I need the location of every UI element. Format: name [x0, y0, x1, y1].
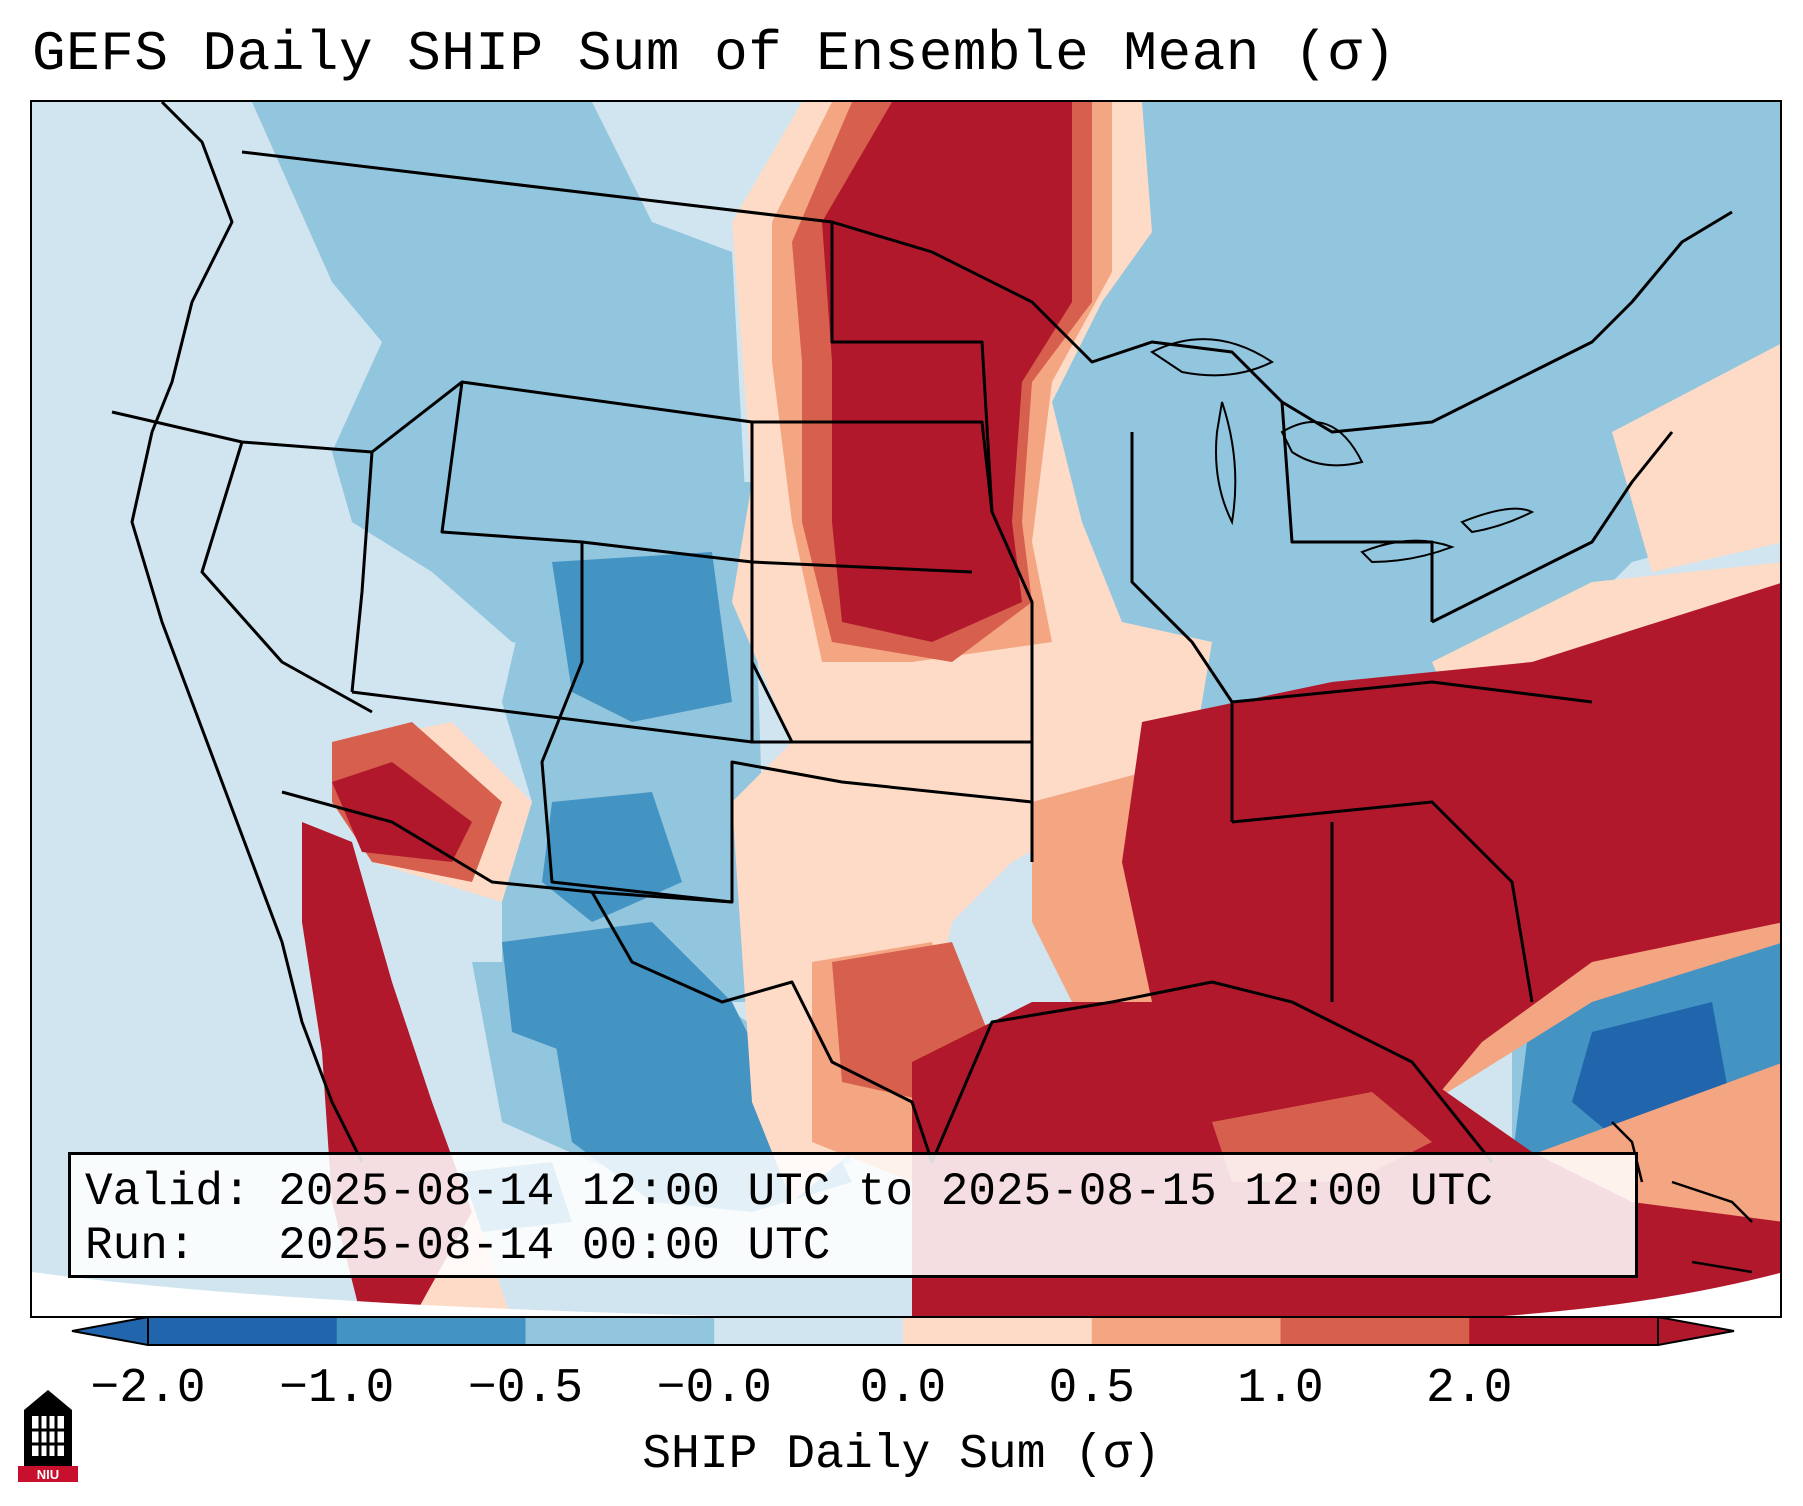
- projection-edge-right: [1503, 1273, 1780, 1316]
- colorbar-tick-label: 1.0: [1237, 1362, 1324, 1416]
- map-title: GEFS Daily SHIP Sum of Ensemble Mean (σ): [32, 22, 1397, 86]
- colorbar-tick-label: −2.0: [90, 1362, 206, 1416]
- kansas-oklahoma: [750, 562, 1034, 862]
- colorbar-segment: [1469, 1317, 1659, 1345]
- dakota-line: [750, 422, 794, 743]
- colorbar-segment: [714, 1317, 904, 1345]
- validity-box: Valid: 2025-08-14 12:00 UTC to 2025-08-1…: [68, 1152, 1638, 1278]
- colorbar-tick-label: 2.0: [1426, 1362, 1513, 1416]
- colorbar-tick-label: −0.5: [467, 1362, 584, 1416]
- run-time-text: Run: 2025-08-14 00:00 UTC: [85, 1220, 831, 1272]
- colorbar-segment: [148, 1317, 338, 1345]
- ky-tn: [1231, 680, 1593, 704]
- southeast: [1231, 800, 1534, 1003]
- four-corners: [351, 690, 753, 744]
- northeast-coast: [1431, 431, 1674, 624]
- colorbar: [71, 1316, 1735, 1346]
- colorbar-segment: [1280, 1317, 1470, 1345]
- west-coast-line: [130, 102, 364, 1163]
- utah-arizona: [540, 542, 733, 904]
- niu-logo: NIU: [18, 1390, 78, 1482]
- nevada-east: [350, 451, 374, 693]
- colorbar-label: SHIP Daily Sum (σ): [642, 1428, 1161, 1482]
- colorbar-tick-label: −0.0: [656, 1362, 772, 1416]
- map-panel: Valid: 2025-08-14 12:00 UTC to 2025-08-1…: [30, 100, 1782, 1318]
- colorbar-frame: [147, 1316, 1659, 1346]
- colorbar-extension-low: [71, 1316, 149, 1346]
- colorbar-segments: [71, 1316, 1735, 1346]
- colorbar-segment: [336, 1317, 526, 1345]
- great-lakes: [1150, 338, 1535, 564]
- southern-border: [281, 760, 1033, 904]
- valid-time-text: Valid: 2025-08-14 12:00 UTC to 2025-08-1…: [85, 1166, 1493, 1218]
- projection-edge-left: [32, 1272, 723, 1316]
- colorbar-tick-label: −1.0: [279, 1362, 395, 1416]
- colorbar-segment: [903, 1317, 1093, 1345]
- michigan-ohio: [1280, 401, 1434, 622]
- illinois: [1130, 432, 1234, 822]
- minnesota-iowa: [830, 222, 1034, 742]
- logo-text: NIU: [37, 1467, 59, 1482]
- colorbar-segment: [525, 1317, 715, 1345]
- colorbar-tick-label: 0.5: [1048, 1362, 1135, 1416]
- colorbar-extension-high: [1657, 1316, 1735, 1346]
- colorbar-segment: [1091, 1317, 1281, 1345]
- anomaly-field: [32, 102, 1780, 1316]
- colorbar-tick-label: 0.0: [859, 1362, 947, 1416]
- caribbean-islands: [1611, 1121, 1753, 1274]
- nevada-west: [200, 441, 373, 714]
